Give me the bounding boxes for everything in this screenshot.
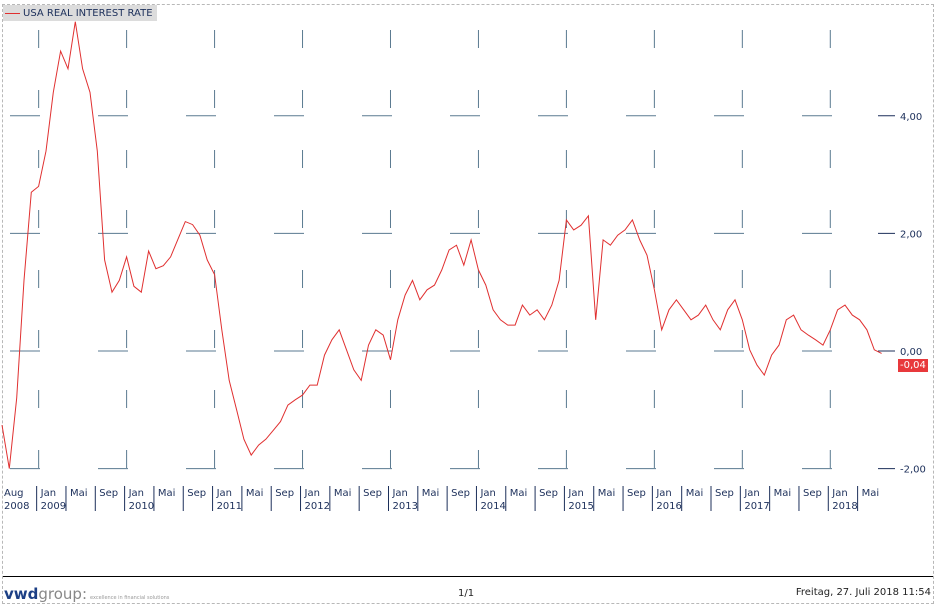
y-tick-label: 4,00 <box>900 112 922 123</box>
legend-swatch <box>5 12 20 14</box>
y-tick-label: 0,00 <box>900 347 922 358</box>
page-border <box>2 4 934 604</box>
x-tick-label: Mai <box>862 488 880 499</box>
footer-divider <box>3 576 933 577</box>
x-tick-year: 2015 <box>568 501 593 512</box>
x-tick-year: 2010 <box>129 501 154 512</box>
x-tick-label: Jan <box>128 488 144 499</box>
x-tick-label: Sep <box>627 488 646 499</box>
x-tick-label: Jan <box>831 488 847 499</box>
x-tick-label: Sep <box>803 488 822 499</box>
x-tick-year: 2008 <box>4 501 29 512</box>
x-tick-year: 2017 <box>744 501 769 512</box>
x-tick-label: Sep <box>363 488 382 499</box>
x-tick-label: Sep <box>187 488 206 499</box>
logo-main: vwd <box>4 585 39 603</box>
x-tick-label: Sep <box>99 488 118 499</box>
x-tick-label: Sep <box>539 488 558 499</box>
page-number: 1/1 <box>458 588 475 599</box>
x-tick-label: Jan <box>567 488 583 499</box>
x-tick-label: Jan <box>743 488 759 499</box>
last-value-badge: -0,04 <box>898 359 928 372</box>
x-tick-year: 2009 <box>41 501 66 512</box>
print-date: Freitag, 27. Juli 2018 11:54 <box>795 587 931 598</box>
y-tick-label: 2,00 <box>900 229 922 240</box>
x-tick-year: 2018 <box>832 501 857 512</box>
vwd-logo: vwdgroup: excellence in financial solutio… <box>4 585 169 603</box>
x-tick-label: Jan <box>479 488 495 499</box>
x-tick-label: Sep <box>715 488 734 499</box>
x-tick-label: Mai <box>598 488 616 499</box>
x-tick-year: 2011 <box>217 501 242 512</box>
x-tick-label: Sep <box>451 488 470 499</box>
x-tick-label: Jan <box>216 488 232 499</box>
x-tick-year: 2016 <box>656 501 681 512</box>
logo-tagline: excellence in financial solutions <box>90 595 170 601</box>
x-tick-label: Mai <box>422 488 440 499</box>
series-line <box>1 21 882 469</box>
x-tick-label: Mai <box>246 488 264 499</box>
x-tick-label: Sep <box>275 488 294 499</box>
x-tick-label: Jan <box>40 488 56 499</box>
x-tick-label: Jan <box>655 488 671 499</box>
x-tick-label: Jan <box>304 488 320 499</box>
logo-rest: group: <box>38 585 87 603</box>
x-tick-year: 2013 <box>392 501 417 512</box>
x-tick-label: Jan <box>391 488 407 499</box>
x-tick-label: Mai <box>510 488 528 499</box>
x-tick-label: Mai <box>158 488 176 499</box>
y-tick-label: -2,00 <box>900 465 926 476</box>
x-tick-label: Mai <box>686 488 704 499</box>
x-tick-label: Mai <box>774 488 792 499</box>
x-tick-label: Aug <box>4 488 24 499</box>
x-tick-label: Mai <box>334 488 352 499</box>
x-tick-year: 2014 <box>480 501 505 512</box>
x-tick-year: 2012 <box>305 501 330 512</box>
legend-label: USA REAL INTEREST RATE <box>23 7 153 19</box>
x-tick-label: Mai <box>70 488 88 499</box>
legend: USA REAL INTEREST RATE <box>3 5 157 21</box>
